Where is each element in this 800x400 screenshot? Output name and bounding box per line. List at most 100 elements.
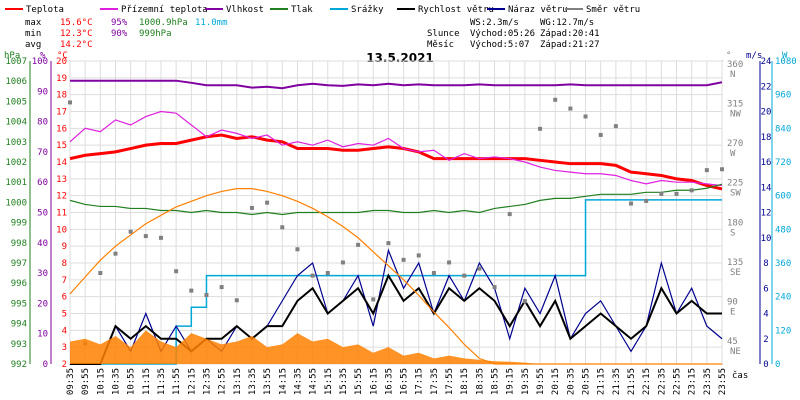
- point-dir: [340, 260, 345, 265]
- point-dir: [249, 205, 254, 210]
- tick-dir-name: NE: [730, 347, 741, 357]
- unit-dir: °: [726, 51, 731, 61]
- tick-hum: 50: [37, 209, 48, 219]
- tick-temp: 6: [62, 293, 67, 303]
- tick-time: 20:55: [582, 368, 592, 395]
- point-dir: [310, 273, 315, 278]
- tick-time: 17:35: [430, 368, 440, 395]
- point-dir: [325, 271, 330, 276]
- tick-press: 998: [11, 239, 27, 249]
- point-dir: [371, 297, 376, 302]
- tick-hum: 30: [37, 269, 48, 279]
- tick-time: 15:35: [339, 368, 349, 395]
- sun-moon-info: WS:2.3m/s WG:12.7m/s Slunce Východ:05:26…: [427, 18, 600, 50]
- tick-temp: 11: [56, 209, 67, 219]
- tick-time: 14:15: [278, 368, 288, 395]
- tick-dir-name: SE: [730, 268, 741, 278]
- stat-max-hum: 95%: [111, 18, 128, 28]
- tick-press: 1006: [5, 77, 27, 87]
- tick-press: 1003: [5, 138, 27, 148]
- tick-time: 21:35: [612, 368, 622, 395]
- point-dir: [568, 106, 573, 111]
- tick-radiation: 600: [775, 192, 791, 202]
- tick-time: 22:55: [673, 368, 683, 395]
- point-dir: [158, 235, 163, 240]
- tick-time: 09:35: [66, 368, 76, 395]
- tick-time: 19:15: [506, 368, 516, 395]
- tick-time: 10:35: [111, 368, 121, 395]
- tick-time: 10:15: [96, 368, 106, 395]
- tick-hum: 100: [32, 57, 48, 67]
- stat-avg-label: avg: [25, 40, 41, 50]
- tick-time: 14:55: [309, 368, 319, 395]
- point-dir: [613, 124, 618, 129]
- series-hum: [70, 79, 723, 90]
- legend: Teplota Přízemní teplota Vlhkost Tlak Srážky…: [5, 5, 640, 15]
- tick-press: 996: [11, 279, 27, 289]
- tick-hum: 80: [37, 118, 48, 128]
- unit-speed: m/s: [746, 51, 762, 61]
- point-dir: [128, 229, 133, 234]
- stat-min-hum: 90%: [111, 29, 128, 39]
- tick-time: 12:55: [218, 368, 228, 395]
- tick-dir-value: 45: [727, 337, 738, 347]
- stat-min-temp: 12.3°C: [60, 29, 93, 39]
- sun-label: Slunce: [427, 29, 460, 39]
- tick-temp: 13: [56, 175, 67, 185]
- tick-temp: 15: [56, 141, 67, 151]
- tick-time: 23:55: [718, 368, 728, 395]
- tick-time: 10:55: [127, 368, 137, 395]
- wind-wg: WG:12.7m/s: [540, 18, 594, 28]
- sun-rise: Východ:05:26: [470, 29, 535, 39]
- tick-dir-value: 180: [727, 218, 743, 228]
- tick-time: 17:55: [445, 368, 455, 395]
- stat-min-press: 999hPa: [139, 29, 172, 39]
- point-dir: [659, 191, 664, 196]
- tick-speed: 0: [763, 360, 768, 370]
- axis-unit-labels: hPa % °C ° m/s W čas: [4, 51, 788, 381]
- tick-press: 1002: [5, 158, 27, 168]
- tick-time: 19:55: [536, 368, 546, 395]
- point-dir: [492, 285, 497, 290]
- tick-radiation: 720: [775, 158, 791, 168]
- point-dir: [507, 212, 512, 217]
- tick-time: 18:35: [475, 368, 485, 395]
- point-dir: [644, 198, 649, 203]
- point-dir: [386, 241, 391, 246]
- series-solar: [70, 330, 722, 364]
- tick-time: 11:55: [172, 368, 182, 395]
- tick-press: 997: [11, 259, 27, 269]
- tick-temp: 4: [62, 326, 67, 336]
- tick-time: 22:35: [657, 368, 667, 395]
- tick-temp: 2: [62, 360, 67, 370]
- tick-press: 1007: [5, 57, 27, 67]
- tick-speed: 8: [763, 259, 768, 269]
- tick-hum: 20: [37, 299, 48, 309]
- tick-time: 13:55: [263, 368, 273, 395]
- tick-time: 21:15: [597, 368, 607, 395]
- tick-time: 18:15: [460, 368, 470, 395]
- point-dir: [704, 168, 709, 173]
- tick-temp: 7: [62, 276, 67, 286]
- legend-label-5: Rychlost větru: [418, 5, 494, 15]
- series-press: [69, 183, 723, 216]
- point-dir: [204, 292, 209, 297]
- tick-dir-value: 135: [727, 258, 743, 268]
- tick-temp: 8: [62, 259, 67, 269]
- tick-time: 11:15: [142, 368, 152, 395]
- tick-temp: 12: [56, 192, 67, 202]
- tick-radiation: 240: [775, 293, 791, 303]
- point-dir: [447, 260, 452, 265]
- tick-press: 1005: [5, 97, 27, 107]
- point-dir: [538, 126, 543, 131]
- tick-time: 12:35: [202, 368, 212, 395]
- point-dir: [598, 132, 603, 137]
- stat-max-label: max: [25, 18, 42, 28]
- tick-speed: 20: [761, 108, 772, 118]
- unit-wm2: W: [782, 51, 788, 61]
- tick-temp: 14: [56, 158, 67, 168]
- point-dir: [462, 273, 467, 278]
- series-ground: [69, 110, 723, 187]
- point-dir: [416, 253, 421, 258]
- series-temp: [69, 133, 723, 191]
